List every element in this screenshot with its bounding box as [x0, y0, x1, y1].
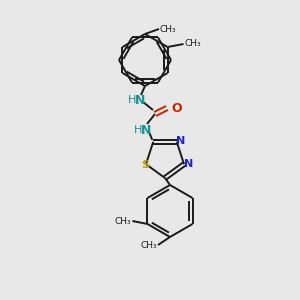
- Text: H: H: [128, 95, 136, 105]
- Text: CH₃: CH₃: [140, 241, 157, 250]
- Text: N: N: [135, 94, 145, 106]
- Text: N: N: [141, 124, 151, 136]
- Text: CH₃: CH₃: [184, 40, 201, 49]
- Text: N: N: [176, 136, 185, 146]
- Text: S: S: [141, 160, 149, 170]
- Text: CH₃: CH₃: [160, 25, 177, 34]
- Text: H: H: [134, 125, 142, 135]
- Text: CH₃: CH₃: [115, 217, 131, 226]
- Text: O: O: [172, 101, 182, 115]
- Text: N: N: [184, 159, 194, 169]
